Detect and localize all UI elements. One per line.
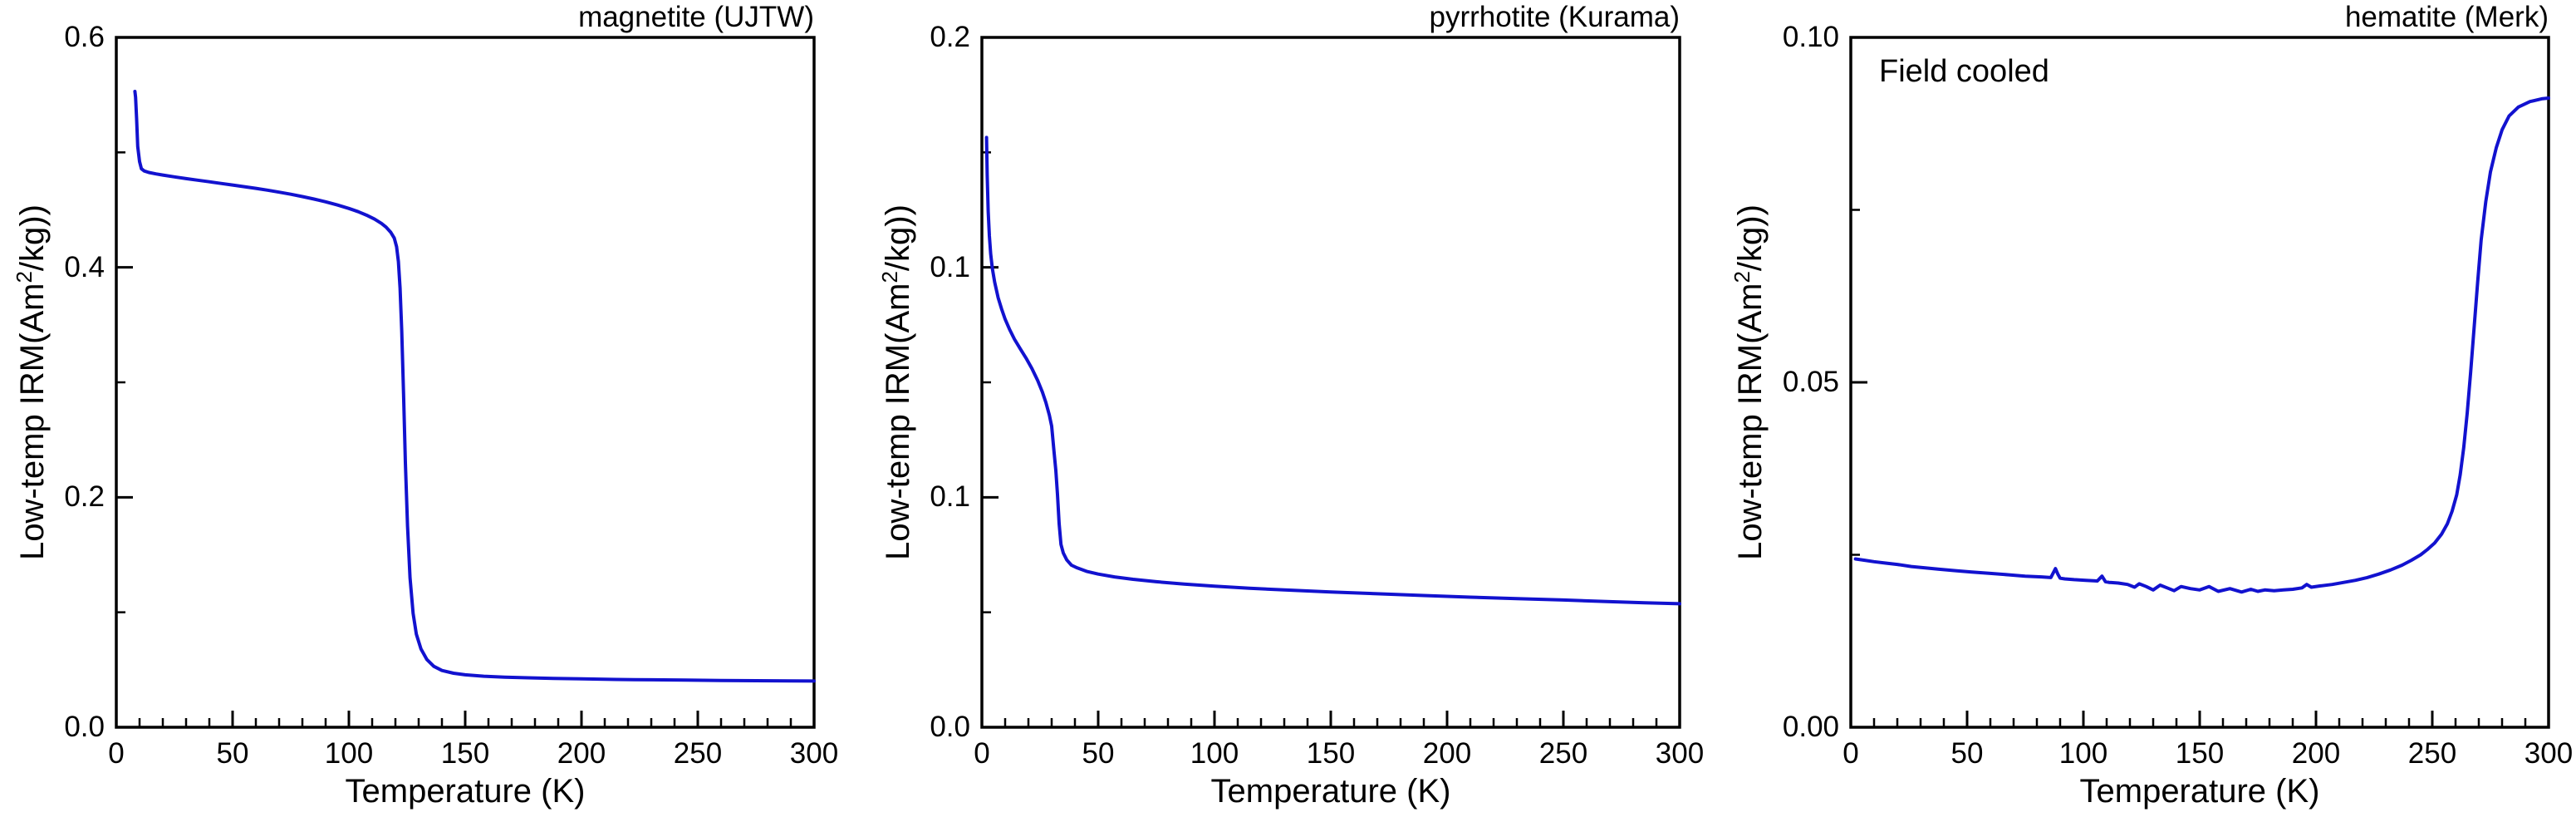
x-tick-label: 150 [2175,737,2225,770]
x-tick-label: 300 [2524,737,2574,770]
x-tick-label: 300 [789,737,839,770]
y-tick-label: 0.05 [1782,366,1839,398]
panel-title-hematite: hematite (Merk) [2344,1,2549,33]
y-tick-label: 0.6 [64,21,105,53]
x-tick-label: 50 [1950,737,1984,770]
y-axis-title-superscript: 2 [11,271,37,283]
x-tick-label: 200 [2291,737,2341,770]
x-tick-label: 0 [108,737,125,770]
plot-frame [115,36,816,729]
y-tick-label: 0.4 [64,250,105,283]
x-tick-label: 250 [2407,737,2457,770]
y-axis-title: Low-temp IRM(Am2/kg)) [6,204,51,560]
x-tick-label: 50 [1082,737,1115,770]
x-tick-label: 250 [673,737,723,770]
y-tick-label: 0.10 [1782,21,1839,53]
y-tick-label: 0.0 [64,711,105,743]
x-tick-label: 0 [974,737,990,770]
y-axis-title-text: Low-temp IRM(Am [1732,283,1769,560]
y-tick-label: 0.2 [930,21,970,53]
y-axis-title-units: /kg)) [14,204,52,272]
field-cooled-annotation: Field cooled [1879,54,2049,89]
x-tick-label: 100 [2058,737,2108,770]
x-tick-label: 100 [324,737,374,770]
x-axis-title: Temperature (K) [2079,773,2320,810]
plot-frame [980,36,1681,729]
panel-title-magnetite: magnetite (UJTW) [578,1,814,33]
x-tick-label: 150 [440,737,490,770]
panel-title-pyrrhotite: pyrrhotite (Kurama) [1429,1,1680,33]
y-axis-title-units: /kg)) [1732,204,1769,272]
y-axis-title: Low-temp IRM(Am2/kg)) [1724,204,1769,560]
irm-curve [984,135,1681,606]
y-tick-label: 0.0 [930,711,970,743]
x-tick-label: 150 [1306,737,1356,770]
irm-curve [1853,96,2550,594]
y-tick-label: 0.00 [1782,711,1839,743]
x-tick-label: 250 [1538,737,1588,770]
x-axis-title: Temperature (K) [345,773,586,810]
x-tick-label: 200 [557,737,606,770]
x-tick-label: 100 [1190,737,1239,770]
y-axis-title-text: Low-temp IRM(Am [14,283,52,560]
irm-curve [133,90,816,683]
x-tick-label: 200 [1422,737,1472,770]
y-axis-title-superscript: 2 [876,271,902,283]
y-tick-label: 0.2 [64,480,105,514]
y-axis-title-units: /kg)) [880,204,917,272]
x-tick-label: 0 [1842,737,1859,770]
y-axis-title: Low-temp IRM(Am2/kg)) [871,204,916,560]
y-tick-label: 0.1 [930,480,970,514]
x-axis-title: Temperature (K) [1210,773,1451,810]
y-axis-title-superscript: 2 [1729,271,1754,283]
x-tick-label: 300 [1655,737,1705,770]
y-axis-title-text: Low-temp IRM(Am [880,283,917,560]
y-tick-label: 0.1 [930,250,970,283]
plot-frame [1849,36,2550,729]
x-tick-label: 50 [216,737,249,770]
